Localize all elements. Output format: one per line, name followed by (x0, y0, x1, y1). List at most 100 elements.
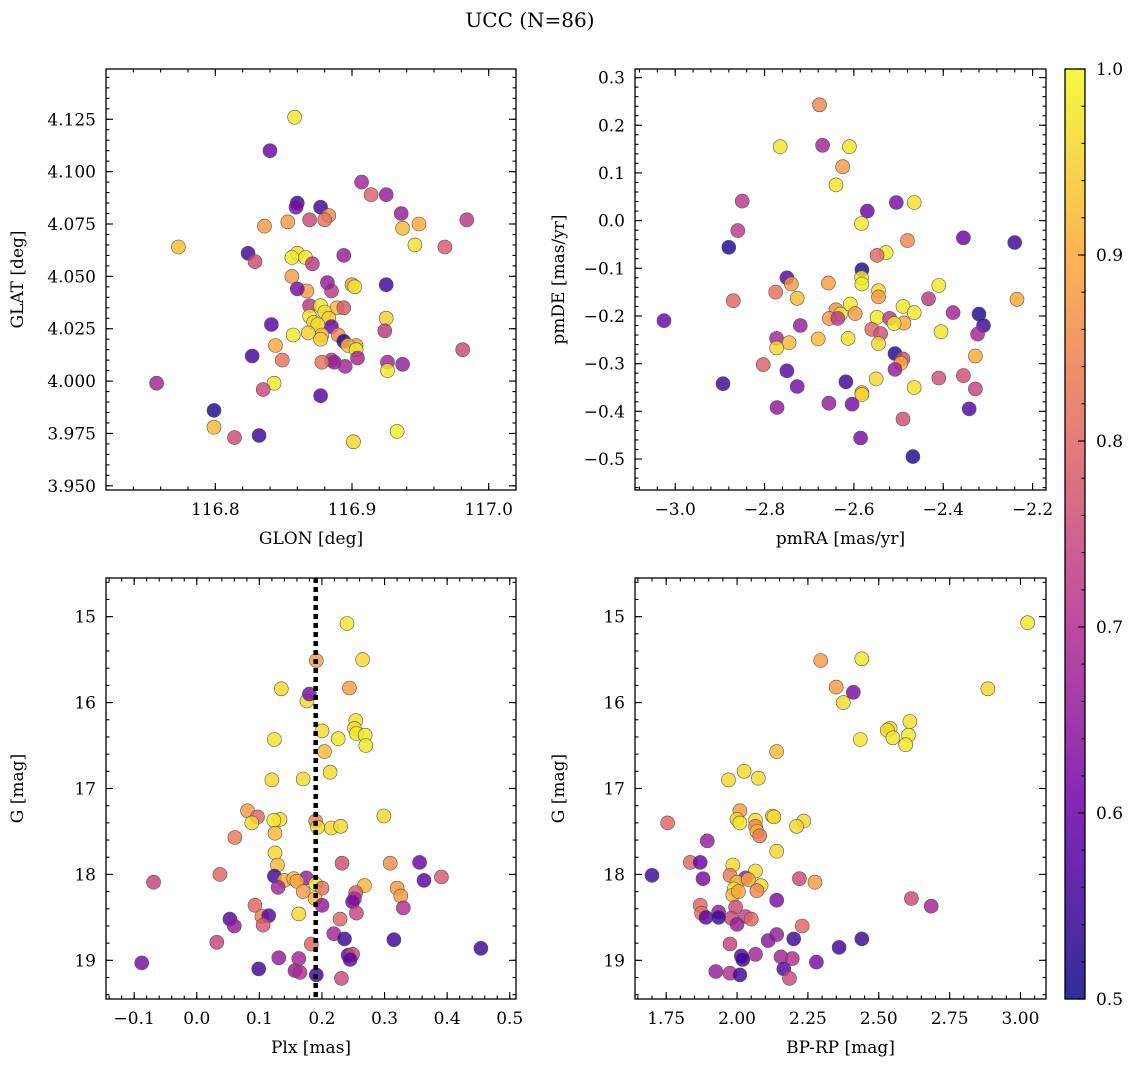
data-point (769, 340, 784, 356)
data-point (828, 177, 844, 193)
data-point (887, 362, 903, 377)
data-point (813, 653, 829, 668)
x-tick-label: 116.8 (191, 500, 240, 520)
data-point (845, 684, 861, 700)
data-point (931, 370, 947, 386)
data-point (288, 199, 304, 215)
x-tick-label: 3.00 (1002, 1009, 1040, 1029)
y-tick-label: 0.1 (598, 164, 625, 184)
data-point (206, 419, 222, 435)
x-tick-label: 1.75 (647, 1009, 685, 1029)
y-tick-label: 19 (74, 951, 96, 971)
data-point (393, 206, 409, 221)
y-tick-label: −0.4 (584, 402, 625, 422)
x-tick-label: 116.9 (328, 500, 377, 520)
data-point (305, 256, 320, 272)
data-point (768, 284, 784, 300)
data-point (732, 815, 748, 831)
figure-title: UCC (N=86) (465, 8, 594, 32)
data-point (412, 855, 427, 870)
data-point (812, 97, 827, 113)
data-point (227, 918, 242, 934)
data-point (378, 277, 394, 293)
data-point (821, 395, 837, 411)
x-axis-label: Plx [mas] (271, 1038, 351, 1058)
x-tick-label: 2.00 (718, 1009, 756, 1029)
data-point (782, 971, 797, 986)
data-point (809, 954, 824, 970)
y-tick-label: 0.0 (598, 212, 625, 232)
data-point (434, 869, 449, 885)
data-point (905, 449, 921, 464)
data-point (821, 275, 836, 291)
data-point (334, 855, 350, 871)
data-point (711, 910, 726, 925)
x-tick-label: 2.50 (860, 1009, 898, 1029)
data-point (715, 376, 731, 392)
points (644, 615, 1035, 986)
data-point (264, 317, 279, 332)
data-point (255, 917, 271, 933)
data-point (786, 931, 802, 947)
y-tick-label: −0.3 (584, 355, 625, 375)
data-point (255, 382, 271, 397)
y-tick-label: 0.3 (598, 69, 625, 89)
data-point (854, 216, 869, 231)
data-point (760, 933, 776, 948)
data-point (295, 884, 311, 899)
data-point (171, 239, 186, 255)
data-point (748, 946, 763, 962)
data-point (769, 892, 785, 908)
data-point (146, 874, 161, 890)
data-point (227, 430, 242, 445)
data-point (656, 313, 672, 329)
data-point (961, 401, 977, 417)
data-point (906, 305, 922, 320)
data-point (769, 400, 785, 415)
data-point (921, 291, 936, 307)
data-point (280, 214, 296, 230)
y-tick-label: 15 (603, 608, 625, 628)
data-point (956, 368, 971, 383)
axes-frame (634, 68, 1047, 491)
data-point (389, 424, 405, 439)
points (149, 109, 475, 450)
y-tick-label: 4.075 (47, 215, 96, 235)
colorbar-tick-label: 0.7 (1096, 618, 1123, 638)
data-point (838, 374, 854, 390)
data-point (835, 695, 851, 710)
data-point (956, 230, 971, 246)
axes-frame (634, 577, 1047, 1000)
points (656, 97, 1025, 464)
data-point (342, 680, 357, 696)
data-point (134, 955, 149, 971)
data-point (885, 730, 901, 746)
y-tick-label: −0.5 (584, 450, 625, 470)
x-axis-label: BP-RP [mag] (786, 1038, 895, 1058)
colorbar-tick-label: 0.6 (1096, 804, 1123, 824)
data-point (736, 763, 752, 779)
data-point (902, 714, 918, 729)
data-point (886, 316, 902, 331)
data-point (871, 336, 886, 351)
x-tick-label: −2.6 (833, 500, 874, 520)
y-axis-label: pmDE [mas/yr] (549, 214, 569, 344)
data-point (287, 109, 302, 125)
data-point (416, 873, 432, 888)
data-point (455, 342, 471, 358)
data-point (285, 327, 301, 343)
x-tick-label: −2.4 (923, 500, 964, 520)
y-axis-label: G [mag] (549, 754, 569, 823)
y-axis-label: GLAT [deg] (8, 230, 28, 328)
y-tick-label: 4.125 (47, 110, 96, 130)
data-point (831, 940, 847, 955)
data-point (380, 363, 395, 378)
data-point (355, 652, 370, 667)
data-point (769, 843, 785, 859)
data-point (755, 357, 771, 372)
data-point (339, 616, 355, 631)
data-point (792, 318, 808, 333)
data-point (732, 967, 748, 983)
data-point (459, 212, 475, 228)
data-point (363, 187, 379, 202)
